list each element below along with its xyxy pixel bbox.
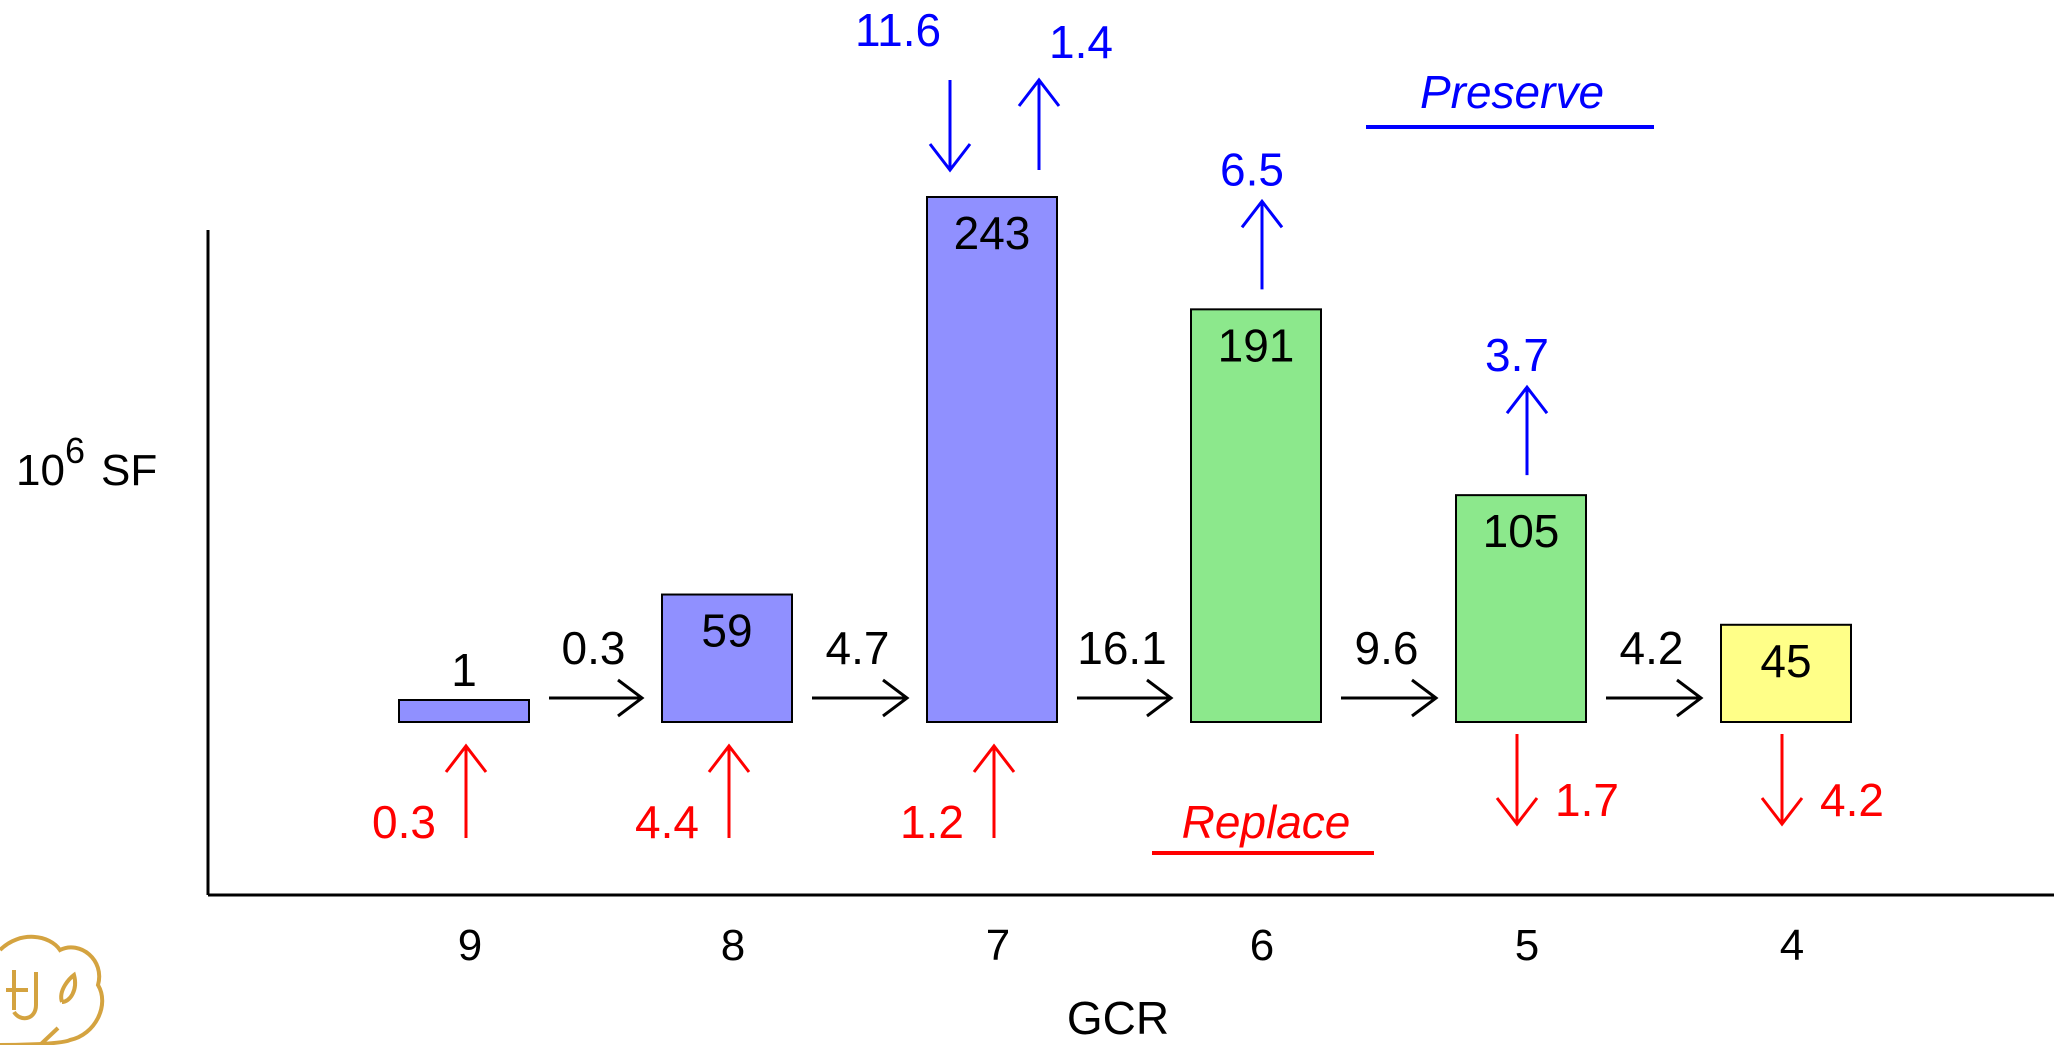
- flow-value-6-5: 9.6: [1355, 622, 1419, 674]
- y-axis-label: 106 SF: [16, 430, 157, 495]
- replace-value-7-up: 1.2: [900, 796, 964, 848]
- preserve-arrow-5-up: [1505, 384, 1549, 476]
- flow-arrow-7-6: [1077, 678, 1174, 718]
- flow-value-9-8: 0.3: [562, 622, 626, 674]
- replace-arrow-7-up: [972, 743, 1016, 838]
- preserve-arrows-group: 11.6 1.4 6.5 3.7: [855, 4, 1549, 476]
- replace-arrow-4-down: [1760, 734, 1804, 827]
- replace-value-4-down: 4.2: [1820, 774, 1884, 826]
- preserve-arrow-7-up: [1017, 77, 1061, 170]
- x-tick-label-5: 5: [1515, 921, 1539, 970]
- replace-arrow-8-up: [707, 743, 751, 838]
- preserve-value-7-down: 11.6: [855, 4, 941, 56]
- replace-arrow-9-up: [444, 743, 488, 838]
- bar-6: [1190, 308, 1322, 723]
- bar-7: [926, 196, 1058, 723]
- bar-9: [398, 699, 530, 723]
- x-tick-label-8: 8: [721, 921, 745, 970]
- y-axis-label-exponent: 6: [65, 430, 85, 471]
- replace-arrows-group: 0.3 4.4 1.2 1.7 4.2: [372, 734, 1884, 848]
- preserve-label: Preserve: [1420, 66, 1604, 118]
- bar-8: [661, 593, 793, 724]
- x-tick-label-9: 9: [458, 921, 482, 970]
- replace-arrow-5-down: [1495, 734, 1539, 827]
- bar-value-label-4: 45: [1760, 635, 1811, 687]
- bar-value-label-5: 105: [1483, 505, 1560, 557]
- cu-logo: [0, 934, 105, 1047]
- preserve-arrow-6-up: [1240, 198, 1284, 290]
- flow-arrow-5-4: [1606, 678, 1704, 718]
- bar-4: [1720, 623, 1852, 723]
- preserve-arrow-7-down: [928, 80, 972, 173]
- flow-value-7-6: 16.1: [1077, 622, 1167, 674]
- flow-arrow-8-7: [812, 678, 910, 718]
- x-tick-label-6: 6: [1250, 921, 1274, 970]
- replace-value-8-up: 4.4: [635, 796, 699, 848]
- flow-arrow-9-8: [549, 678, 645, 718]
- flow-arrow-6-5: [1341, 678, 1439, 718]
- replace-label: Replace: [1182, 796, 1351, 848]
- replace-value-9-up: 0.3: [372, 796, 436, 848]
- bar-value-label-8: 59: [701, 605, 752, 657]
- preserve-value-5-up: 3.7: [1485, 329, 1549, 381]
- flow-value-8-7: 4.7: [826, 622, 890, 674]
- flow-value-5-4: 4.2: [1620, 622, 1684, 674]
- x-tick-label-7: 7: [986, 921, 1010, 970]
- x-tick-label-4: 4: [1780, 921, 1804, 970]
- bar-value-label-9: 1: [451, 644, 477, 696]
- flow-arrows-group: 0.3 4.7 16.1 9.6 4.2: [549, 622, 1704, 718]
- replace-value-5-down: 1.7: [1555, 774, 1619, 826]
- bar-value-label-7: 243: [954, 207, 1031, 259]
- bars-group: 1 9 59 8 243 7 191 6 105 5 45 4: [398, 196, 1852, 970]
- x-axis-label: GCR: [1067, 992, 1169, 1044]
- bar-value-label-6: 191: [1218, 319, 1295, 371]
- bar-5: [1455, 494, 1587, 724]
- preserve-value-6-up: 6.5: [1220, 143, 1284, 195]
- preserve-value-7-up: 1.4: [1049, 16, 1113, 68]
